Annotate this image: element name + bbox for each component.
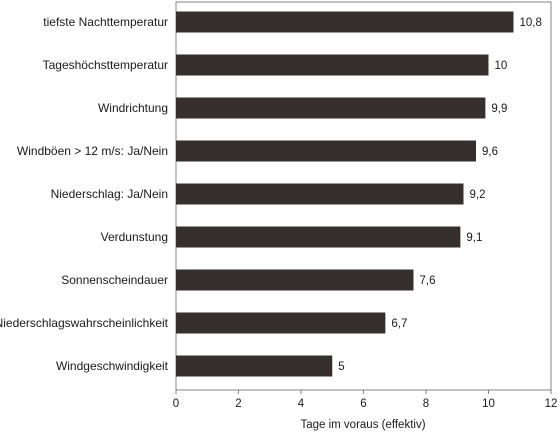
x-tick-label: 2 <box>235 398 241 410</box>
category-labels: tiefste Nachttemperatur Tageshöchsttemper… <box>0 15 169 373</box>
x-tick-label: 12 <box>545 398 558 410</box>
x-tick-label: 10 <box>482 398 495 410</box>
data-label: 9,1 <box>466 232 482 244</box>
category-label: Windgeschwindigkeit <box>56 359 169 373</box>
bar <box>176 140 476 162</box>
bar <box>176 183 464 205</box>
data-label: 9,9 <box>491 103 507 115</box>
bars-group <box>176 11 514 377</box>
x-tick-label: 4 <box>298 398 305 410</box>
data-label: 10 <box>495 60 508 72</box>
bar <box>176 97 486 119</box>
category-label: Verdunstung <box>101 230 168 244</box>
bar <box>176 312 386 334</box>
category-label: Windböen > 12 m/s: Ja/Nein <box>17 144 168 158</box>
data-label: 6,7 <box>391 318 407 330</box>
bar <box>176 54 489 76</box>
x-axis-ticks: 0 2 4 6 8 10 12 <box>173 390 558 410</box>
category-label: Niederschlagswahrscheinlichkeit <box>0 316 169 330</box>
category-label: Sonnenscheindauer <box>61 273 168 287</box>
data-label: 5 <box>338 361 344 373</box>
x-axis-title: Tage im voraus (effektiv) <box>300 419 425 431</box>
data-label: 9,6 <box>482 146 498 158</box>
data-label: 9,2 <box>470 189 486 201</box>
x-tick-label: 0 <box>173 398 179 410</box>
x-tick-label: 6 <box>360 398 366 410</box>
bar <box>176 11 514 33</box>
category-label: tiefste Nachttemperatur <box>43 15 168 29</box>
data-label: 7,6 <box>420 275 436 287</box>
bar <box>176 226 461 248</box>
category-label: Tageshöchsttemperatur <box>43 58 168 72</box>
bar <box>176 355 333 377</box>
data-label: 10,8 <box>520 17 542 29</box>
bar <box>176 269 414 291</box>
x-tick-label: 8 <box>423 398 429 410</box>
value-labels: 10,8 10 9,9 9,6 9,2 9,1 7,6 6,7 5 <box>338 17 542 373</box>
category-label: Windrichtung <box>98 101 168 115</box>
category-label: Niederschlag: Ja/Nein <box>51 187 168 201</box>
